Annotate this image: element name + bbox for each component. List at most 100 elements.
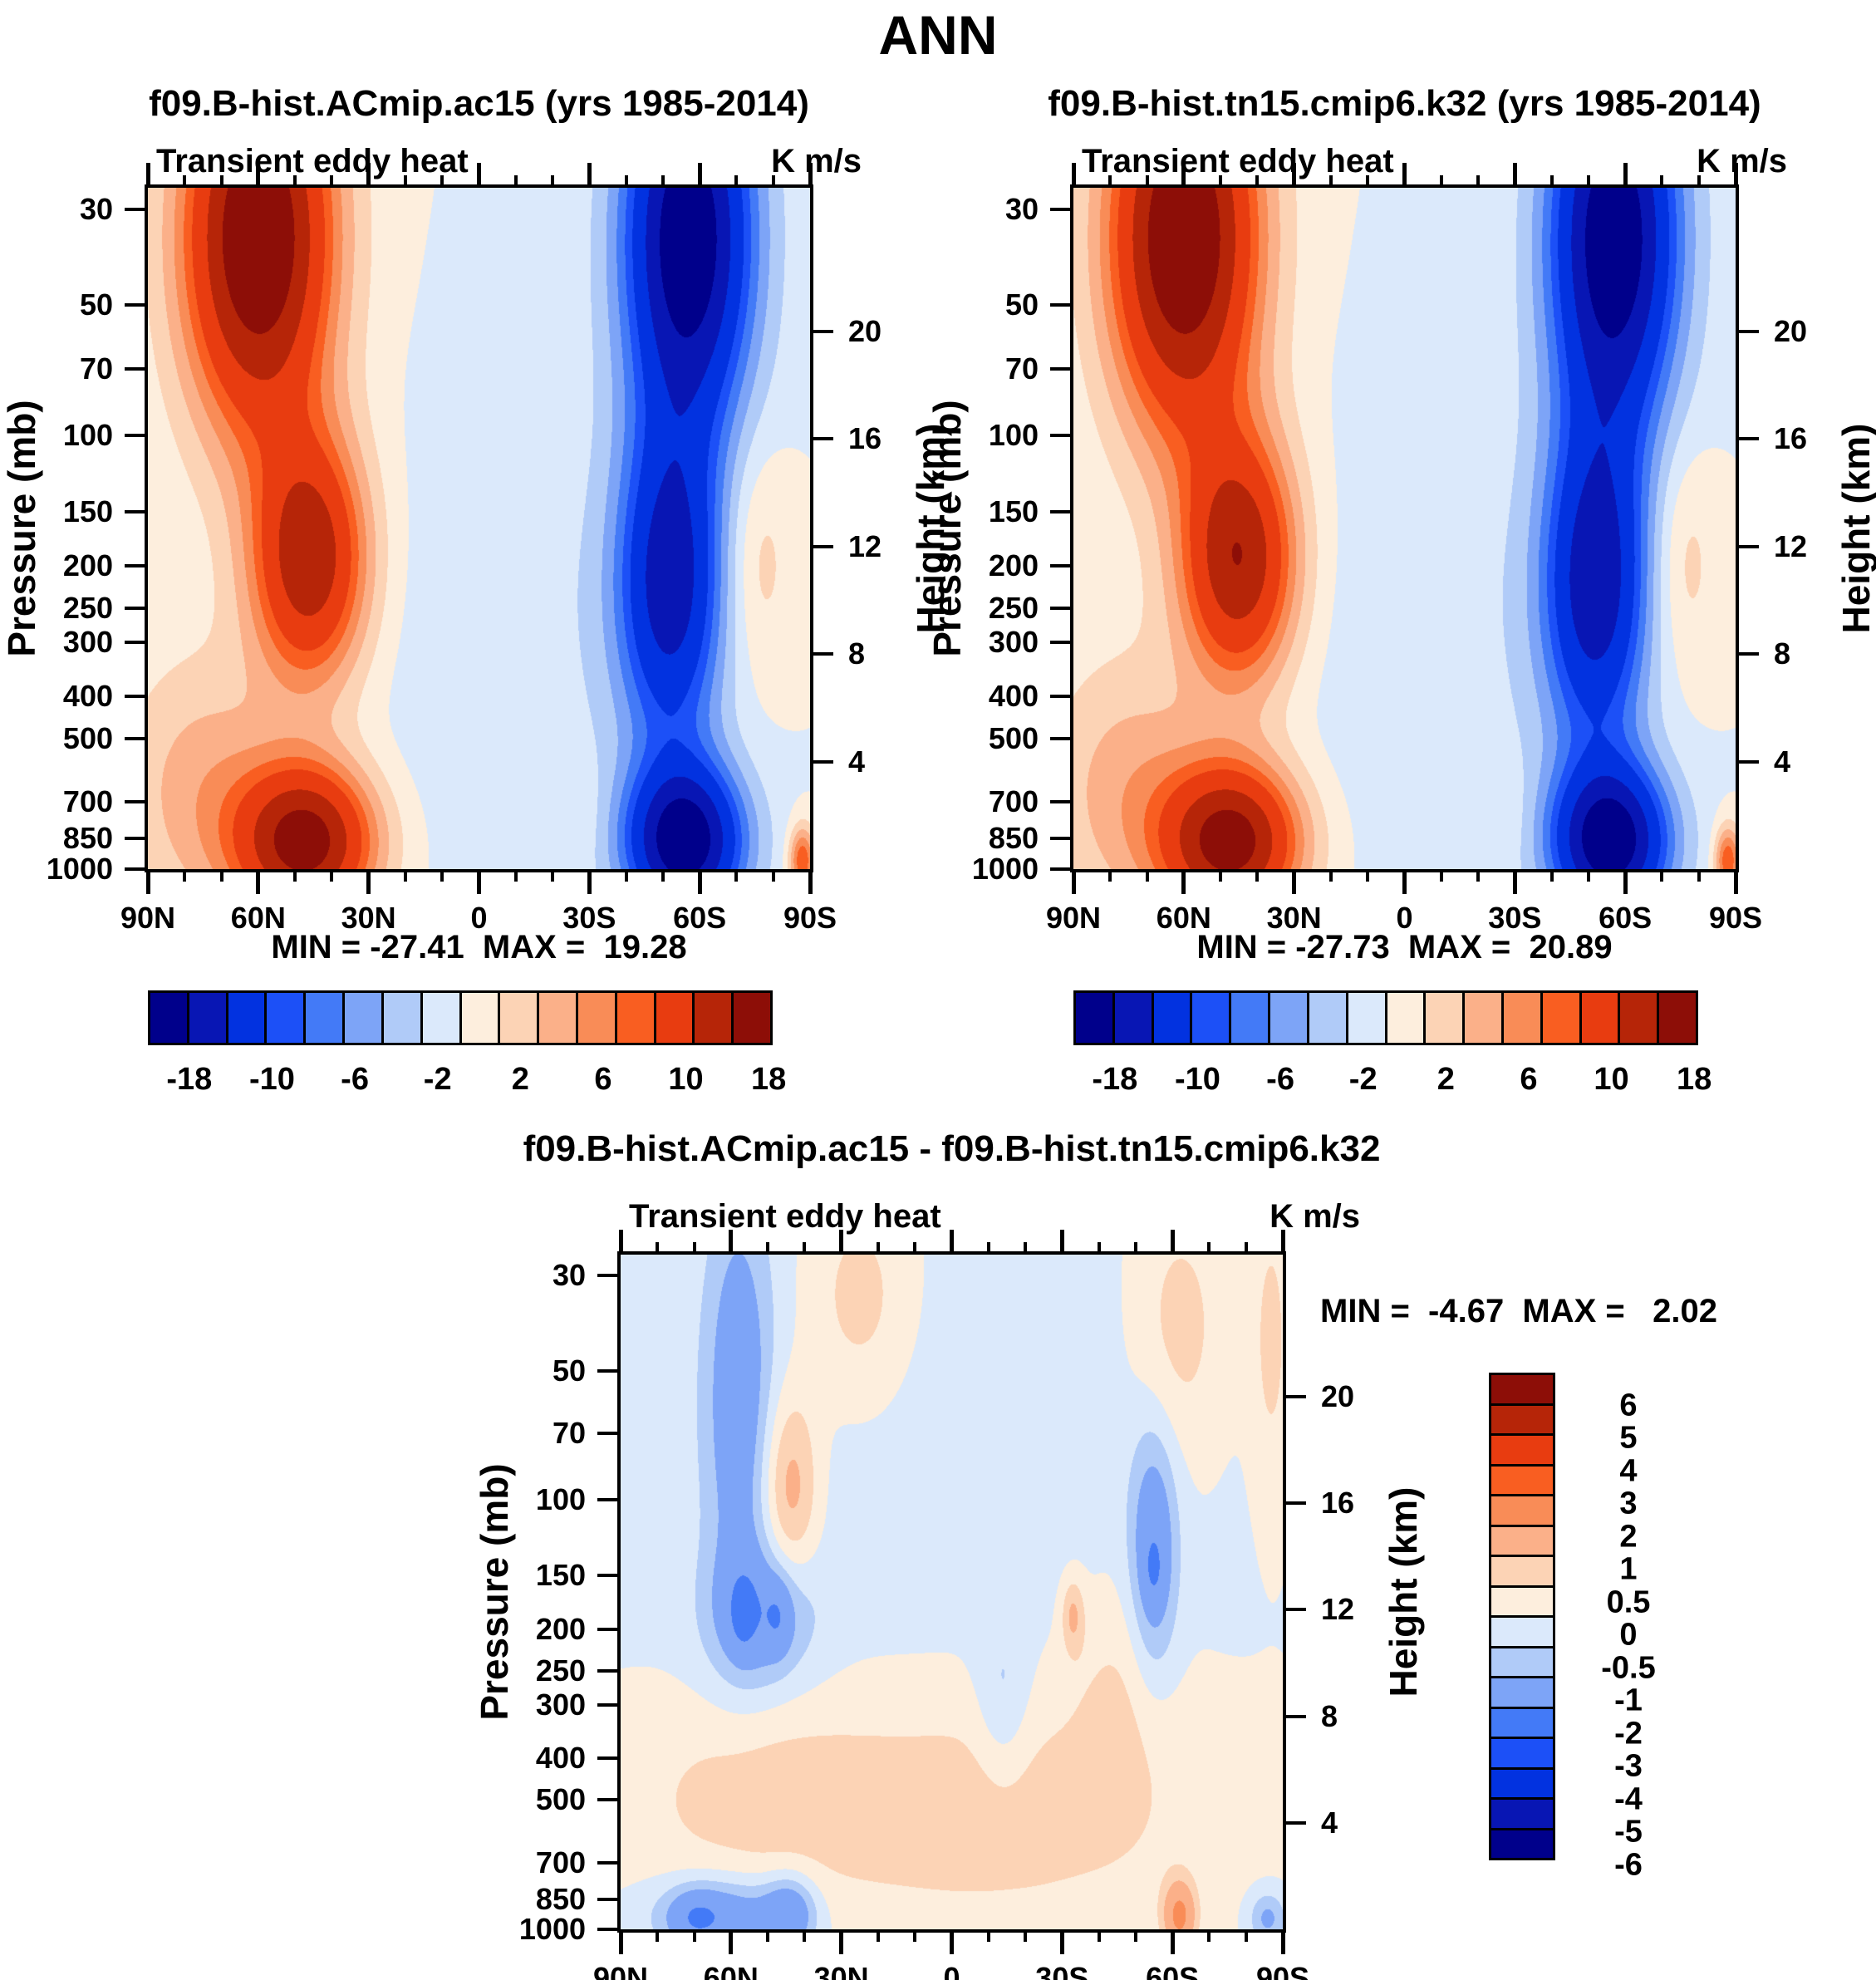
lat-tick-top bbox=[1697, 175, 1701, 188]
pressure-tick bbox=[125, 510, 148, 514]
panel3-minmax: MIN = -4.67 MAX = 2.02 bbox=[1320, 1293, 1717, 1329]
lat-tick-bottom bbox=[1512, 869, 1517, 894]
lat-tick-label: 30N bbox=[1266, 901, 1322, 935]
pressure-tick-label: 700 bbox=[62, 784, 113, 819]
pressure-axis-title: Pressure (mb) bbox=[926, 400, 969, 657]
colorbar-cell bbox=[1462, 990, 1504, 1045]
colorbar-tick-label: 2 bbox=[1619, 1519, 1638, 1554]
colorbar-tick-label: 18 bbox=[751, 1062, 787, 1097]
pressure-tick bbox=[1050, 867, 1073, 871]
pressure-tick-label: 500 bbox=[62, 720, 113, 755]
colorbar-cell bbox=[1500, 990, 1543, 1045]
lat-tick-top bbox=[1207, 1242, 1211, 1255]
pressure-tick-label: 850 bbox=[988, 821, 1039, 856]
lat-tick-label: 0 bbox=[943, 1961, 960, 1980]
lat-tick-label: 30N bbox=[341, 901, 396, 935]
lat-tick-top bbox=[808, 163, 813, 188]
colorbar-tick-label: 0 bbox=[1619, 1617, 1638, 1653]
pressure-tick bbox=[125, 736, 148, 740]
height-tick-label: 4 bbox=[848, 744, 866, 779]
lat-tick-top bbox=[950, 1230, 954, 1255]
lat-tick-bottom bbox=[624, 869, 628, 882]
lat-tick-bottom bbox=[1280, 1929, 1285, 1954]
panel3-units-label: K m/s bbox=[1269, 1198, 1360, 1235]
height-tick-label: 4 bbox=[1321, 1805, 1338, 1840]
lat-tick-bottom bbox=[366, 869, 371, 894]
pressure-tick bbox=[125, 867, 148, 871]
lat-tick-bottom bbox=[1244, 1929, 1248, 1942]
lat-tick-top bbox=[986, 1242, 990, 1255]
pressure-tick bbox=[1050, 606, 1073, 610]
colorbar-tick-label: 0.5 bbox=[1606, 1584, 1651, 1619]
lat-tick-label: 90N bbox=[592, 1961, 649, 1980]
lat-tick-bottom bbox=[986, 1929, 990, 1942]
lat-tick-label: 0 bbox=[470, 901, 488, 935]
height-tick-label: 12 bbox=[1321, 1592, 1355, 1627]
colorbar-tick-label: 2 bbox=[511, 1062, 529, 1097]
height-tick-label: 4 bbox=[1774, 744, 1791, 779]
colorbar-cell bbox=[575, 990, 617, 1045]
lat-tick-bottom bbox=[1549, 869, 1554, 882]
pressure-tick-label: 70 bbox=[79, 351, 113, 386]
pressure-tick bbox=[125, 606, 148, 610]
pressure-tick-label: 850 bbox=[62, 821, 113, 856]
lat-tick-bottom bbox=[697, 869, 702, 894]
colorbar-cell bbox=[692, 990, 734, 1045]
lat-tick-label: 60S bbox=[1599, 901, 1653, 935]
pressure-tick bbox=[1050, 564, 1073, 568]
lat-tick-top bbox=[330, 175, 334, 188]
pressure-tick bbox=[125, 434, 148, 438]
lat-tick-bottom bbox=[1133, 1929, 1137, 1942]
lat-tick-top bbox=[366, 163, 371, 188]
panel2-field-label: Transient eddy heat bbox=[1082, 143, 1394, 179]
lat-tick-bottom bbox=[145, 869, 150, 894]
colorbar-cell bbox=[148, 990, 189, 1045]
lat-tick-bottom bbox=[1071, 869, 1076, 894]
lat-tick-bottom bbox=[1097, 1929, 1101, 1942]
height-tick bbox=[1283, 1820, 1306, 1825]
colorbar-cell bbox=[1489, 1373, 1555, 1406]
lat-tick-label: 90S bbox=[1255, 1961, 1310, 1980]
lat-tick-top bbox=[839, 1230, 844, 1255]
lat-tick-label: 60N bbox=[230, 901, 286, 935]
colorbar-cell bbox=[459, 990, 501, 1045]
lat-tick-top bbox=[618, 1230, 623, 1255]
lat-tick-bottom bbox=[729, 1929, 734, 1954]
lat-tick-top bbox=[1402, 163, 1407, 188]
height-tick bbox=[810, 437, 833, 441]
pressure-tick-label: 70 bbox=[1004, 351, 1039, 386]
pressure-tick bbox=[125, 207, 148, 211]
colorbar-cell bbox=[1423, 990, 1466, 1045]
colorbar-cell bbox=[1657, 990, 1698, 1045]
pressure-tick-label: 50 bbox=[79, 287, 113, 322]
colorbar-cell bbox=[1489, 1433, 1555, 1467]
lat-tick-top bbox=[587, 163, 592, 188]
pressure-tick bbox=[1050, 736, 1073, 740]
height-tick bbox=[1283, 1501, 1306, 1506]
lat-tick-top bbox=[913, 1242, 917, 1255]
colorbar-tick-label: -10 bbox=[248, 1062, 295, 1097]
lat-tick-top bbox=[1133, 1242, 1137, 1255]
lat-tick-bottom bbox=[1402, 869, 1407, 894]
height-axis-title: Height (km) bbox=[1834, 423, 1876, 634]
height-tick-label: 16 bbox=[1774, 421, 1808, 456]
colorbar-cell bbox=[1489, 1766, 1555, 1800]
colorbar-cell bbox=[1112, 990, 1154, 1045]
lat-tick-top bbox=[440, 175, 444, 188]
colorbar-cell bbox=[1306, 990, 1348, 1045]
pressure-tick-label: 250 bbox=[535, 1653, 586, 1688]
lat-tick-top bbox=[256, 163, 261, 188]
height-tick bbox=[1283, 1395, 1306, 1398]
colorbar-cell bbox=[1489, 1463, 1555, 1496]
colorbar-cell bbox=[1345, 990, 1387, 1045]
pressure-tick bbox=[597, 1928, 621, 1931]
colorbar-cell bbox=[653, 990, 695, 1045]
lat-tick-top bbox=[661, 175, 665, 188]
lat-tick-top bbox=[1059, 1230, 1064, 1255]
lat-tick-bottom bbox=[1059, 1929, 1064, 1954]
colorbar-cell bbox=[1229, 990, 1271, 1045]
pressure-tick-label: 1000 bbox=[971, 852, 1039, 886]
lat-tick-bottom bbox=[1476, 869, 1481, 882]
lat-tick-bottom bbox=[330, 869, 334, 882]
lat-tick-top bbox=[803, 1242, 807, 1255]
